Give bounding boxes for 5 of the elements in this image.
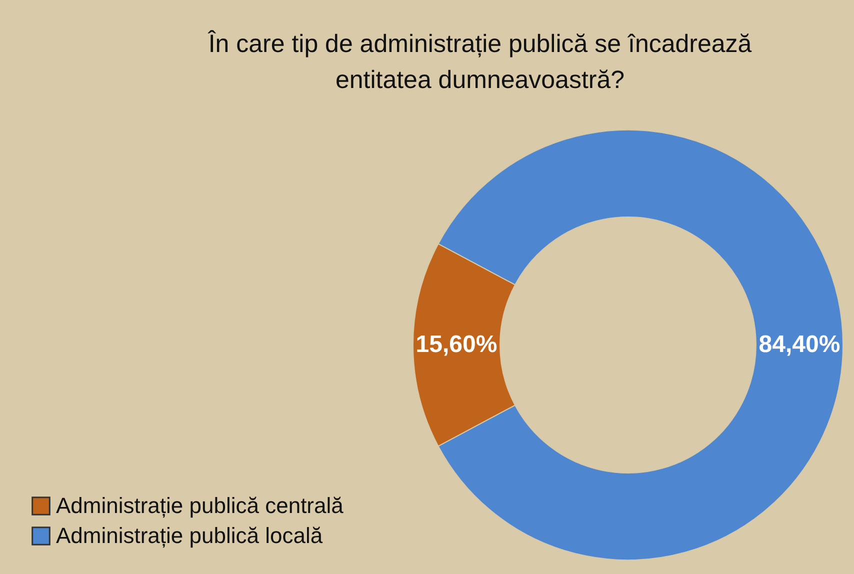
data-label: 84,40% — [758, 331, 840, 358]
chart-title: În care tip de administrație publică se încadrează entitatea dumneavoastră? — [207, 30, 752, 94]
legend-label: Administrație publică locală — [56, 523, 324, 548]
legend-label: Administrație publică centrală — [56, 493, 344, 518]
data-label: 15,60% — [416, 331, 498, 358]
